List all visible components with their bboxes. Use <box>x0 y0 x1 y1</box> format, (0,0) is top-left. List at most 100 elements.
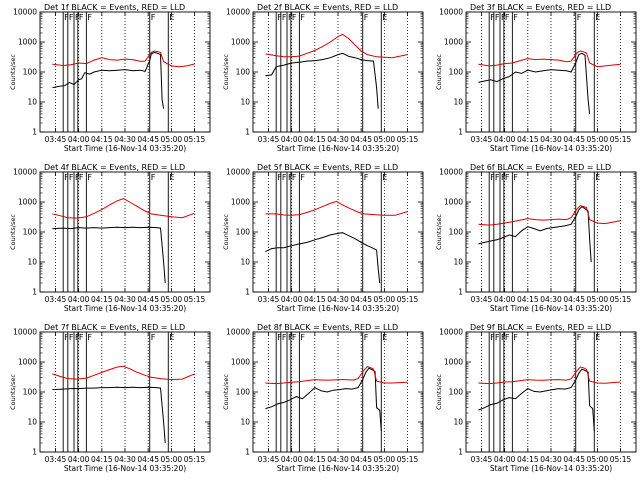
x-tick-label: 04:30 <box>540 135 562 144</box>
x-tick-label: 05:00 <box>374 295 396 304</box>
x-tick-label: 03:45 <box>45 455 67 464</box>
marker-label: F <box>69 333 74 342</box>
marker-label: F <box>151 173 156 182</box>
y-axis-label: Counts/sec <box>435 214 443 250</box>
x-tick-label: 04:15 <box>304 295 326 304</box>
x-tick-label: 04:15 <box>304 135 326 144</box>
marker-label: E <box>169 173 174 182</box>
marker-label: E <box>382 173 387 182</box>
marker-label: F <box>490 173 495 182</box>
x-tick-label: 05:00 <box>587 295 609 304</box>
panel-5: 03:45 04:00 04:15 04:30 04:45 05:00 05:15 1 10 10… <box>222 163 424 313</box>
y-tick-label: 100 <box>236 228 251 237</box>
marker-label: F <box>505 173 510 182</box>
y-tick-label: 100 <box>449 388 464 397</box>
panel-9: 03:45 04:00 04:15 04:30 04:45 05:00 05:15 1 10 10… <box>435 323 637 473</box>
plot-frame <box>39 171 211 293</box>
series-line-lld <box>478 50 621 68</box>
y-tick-label: 100 <box>449 68 464 77</box>
marker-label: F <box>64 13 69 22</box>
panel-8: 03:45 04:00 04:15 04:30 04:45 05:00 05:15 1 10 10… <box>222 323 424 473</box>
y-tick-label: 1 <box>458 128 463 137</box>
x-tick-label: 05:15 <box>610 135 632 144</box>
x-tick-label: 05:15 <box>610 455 632 464</box>
marker-label: E <box>595 333 600 342</box>
x-tick-label: 04:00 <box>494 135 516 144</box>
y-tick-label: 10 <box>27 98 37 107</box>
marker-label: F <box>513 333 518 342</box>
x-tick-label: 04:30 <box>540 455 562 464</box>
y-tick-label: 10 <box>27 258 37 267</box>
panel-title: Det 6f BLACK = Events, RED = LLD <box>470 163 611 172</box>
marker-label: F <box>292 333 297 342</box>
y-tick-label: 10 <box>453 418 463 427</box>
y-tick-label: 1 <box>32 288 37 297</box>
marker-label: F <box>513 13 518 22</box>
y-axis-label: Counts/sec <box>222 214 230 250</box>
marker-label: F <box>292 13 297 22</box>
x-tick-label: 04:15 <box>517 135 539 144</box>
x-tick-label: 05:15 <box>397 135 419 144</box>
y-tick-label: 10000 <box>439 168 463 177</box>
marker-label: F <box>495 333 500 342</box>
series-line-lld <box>478 205 621 226</box>
series-line-lld <box>52 365 195 381</box>
series-line-lld <box>52 50 195 68</box>
marker-label: F <box>79 333 84 342</box>
x-tick-label: 05:00 <box>161 295 183 304</box>
x-axis-label: Start Time (16-Nov-14 03:35:20) <box>490 304 612 313</box>
marker-label: F <box>364 333 369 342</box>
marker-label: F <box>577 13 582 22</box>
marker-label: F <box>64 333 69 342</box>
y-tick-label: 1 <box>32 128 37 137</box>
panel-1: 03:45 04:00 04:15 04:30 04:45 05:00 05:15 1 10 10… <box>9 3 211 153</box>
y-tick-label: 100 <box>23 228 38 237</box>
y-tick-label: 1000 <box>444 38 463 47</box>
y-tick-label: 10 <box>453 98 463 107</box>
plot-frame <box>252 11 424 133</box>
y-axis-label: Counts/sec <box>9 214 17 250</box>
marker-label: E <box>595 173 600 182</box>
marker-label: F <box>282 173 287 182</box>
y-axis-label: Counts/sec <box>222 374 230 410</box>
plot-frame <box>465 331 637 453</box>
y-tick-label: 100 <box>449 228 464 237</box>
x-axis-label: Start Time (16-Nov-14 03:35:20) <box>277 304 399 313</box>
y-axis-label: Counts/sec <box>222 54 230 90</box>
marker-label: F <box>277 173 282 182</box>
panel-title: Det 9f BLACK = Events, RED = LLD <box>470 323 611 332</box>
series-line-events <box>265 232 381 284</box>
series-line-events <box>52 226 166 284</box>
marker-label: F <box>69 13 74 22</box>
x-tick-label: 04:00 <box>281 135 303 144</box>
marker-label: F <box>364 173 369 182</box>
series-line-events <box>265 367 382 432</box>
series-line-lld <box>265 33 408 59</box>
y-tick-label: 1 <box>245 288 250 297</box>
marker-label: E <box>169 13 174 22</box>
x-tick-label: 04:00 <box>494 455 516 464</box>
y-tick-label: 1000 <box>18 198 37 207</box>
y-tick-label: 100 <box>23 68 38 77</box>
marker-label: F <box>292 173 297 182</box>
y-tick-label: 1 <box>458 288 463 297</box>
panel-4: 03:45 04:00 04:15 04:30 04:45 05:00 05:15 1 10 10… <box>9 163 211 313</box>
marker-label: F <box>505 333 510 342</box>
x-tick-label: 04:00 <box>494 295 516 304</box>
marker-label: F <box>490 13 495 22</box>
x-tick-label: 05:15 <box>184 135 206 144</box>
x-tick-label: 04:45 <box>563 455 585 464</box>
x-tick-label: 04:15 <box>517 455 539 464</box>
plot-frame <box>252 331 424 453</box>
y-tick-label: 1000 <box>231 38 250 47</box>
x-tick-label: 04:30 <box>114 295 136 304</box>
x-tick-label: 04:30 <box>327 295 349 304</box>
x-tick-label: 03:45 <box>45 135 67 144</box>
x-tick-label: 04:30 <box>540 295 562 304</box>
marker-label: F <box>513 173 518 182</box>
y-tick-label: 10000 <box>13 168 37 177</box>
x-tick-label: 04:45 <box>137 135 159 144</box>
x-tick-label: 04:45 <box>350 455 372 464</box>
series-line-events <box>52 386 166 444</box>
y-axis-label: Counts/sec <box>435 374 443 410</box>
